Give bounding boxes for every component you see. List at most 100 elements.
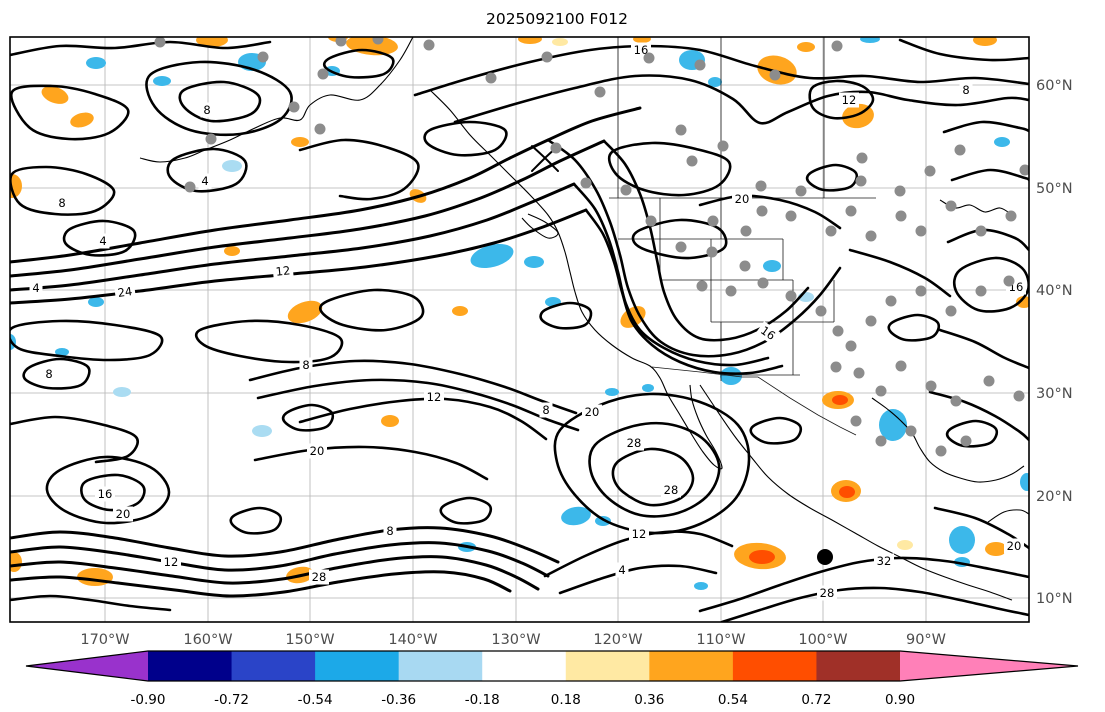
- anomaly-patch: [897, 540, 913, 550]
- contour-label: 12: [629, 526, 649, 542]
- station-markers: [154, 37, 1029, 565]
- contour-label-text: 12: [275, 263, 291, 278]
- station-dot: [795, 185, 807, 197]
- colorbar-tick-label: 0.18: [551, 692, 581, 708]
- contour-label: 12: [424, 389, 444, 405]
- station-dot: [184, 181, 196, 193]
- contour-line: [611, 447, 695, 507]
- contour-label-bg: [661, 482, 681, 498]
- contour-label-text: 24: [117, 284, 133, 300]
- station-dot: [317, 68, 329, 80]
- station-dot: [905, 425, 917, 437]
- contour-label-bg: [629, 526, 649, 542]
- anomaly-patch: [153, 76, 171, 86]
- anomaly-patch: [633, 37, 651, 43]
- contour-label: 12: [272, 262, 294, 280]
- anomaly-patch: [524, 256, 544, 268]
- contour-line: [10, 415, 139, 464]
- plot-frame: [9, 36, 1030, 623]
- contour-label-bg: [424, 389, 444, 405]
- station-dot: [645, 215, 657, 227]
- station-dot: [915, 285, 927, 297]
- contour-label-text: 20: [735, 192, 750, 206]
- station-dot: [706, 246, 718, 258]
- colorbar-tick-label: -0.72: [214, 692, 249, 708]
- contour-line: [10, 541, 550, 578]
- contour-label-bg: [198, 173, 212, 189]
- contour-line: [553, 392, 751, 535]
- anomaly-patch: [10, 552, 22, 572]
- anomaly-patch: [88, 297, 104, 307]
- contour-label-bg: [624, 435, 644, 451]
- axis-tick-labels: 170°W 160°W 150°W 140°W 130°W 120°W 110°W 100°W…: [80, 78, 1072, 648]
- colorbar-segment: [315, 651, 400, 681]
- contour-label: 28: [817, 585, 837, 601]
- contour-label: 12: [839, 92, 859, 108]
- contour-line: [298, 397, 548, 441]
- lon-tick-label: 160°W: [183, 632, 232, 648]
- colorbar-tick-label: -0.36: [381, 692, 416, 708]
- contour-line: [946, 228, 1029, 252]
- station-dot: [950, 395, 962, 407]
- contour-line: [10, 182, 576, 292]
- station-dot: [924, 165, 936, 177]
- contour-label-bg: [55, 195, 69, 211]
- contour-line: [945, 419, 999, 448]
- station-dot: [755, 180, 767, 192]
- contour-label-text: 4: [618, 563, 625, 577]
- anomaly-patch: [41, 86, 69, 104]
- lat-tick-label: 30°N: [1036, 386, 1073, 402]
- contour-label: 24: [114, 283, 136, 301]
- colorbar-over-arrow: [900, 651, 1078, 681]
- station-dot: [895, 210, 907, 222]
- contour-line: [698, 556, 1029, 613]
- contour-label-bg: [272, 262, 294, 280]
- contour-label-text: 16: [758, 323, 778, 343]
- anomaly-shading: [10, 37, 1029, 590]
- lon-tick-label: 120°W: [593, 632, 642, 648]
- lat-tick-label: 50°N: [1036, 181, 1073, 197]
- contour-label: 4: [198, 173, 212, 189]
- contour-line: [588, 421, 721, 518]
- contour-label-text: 28: [664, 483, 679, 497]
- anomaly-patch: [985, 542, 1007, 556]
- station-dot: [335, 37, 347, 47]
- station-dot: [686, 155, 698, 167]
- station-dot: [983, 375, 995, 387]
- contour-label-text: 20: [310, 444, 325, 458]
- station-dot: [945, 200, 957, 212]
- anomaly-patch: [70, 112, 94, 128]
- contour-label: 12: [161, 554, 181, 570]
- contour-label-bg: [299, 357, 313, 373]
- contour-label-text: 8: [45, 367, 52, 381]
- contour-label-bg: [95, 486, 115, 502]
- lat-tick-label: 60°N: [1036, 78, 1073, 94]
- anomaly-patch: [470, 243, 514, 269]
- anomaly-patch: [839, 486, 855, 498]
- station-dot: [975, 225, 987, 237]
- contour-label: 8: [383, 523, 397, 539]
- contour-label-text: 28: [627, 436, 642, 450]
- contour-label: 28: [661, 482, 681, 498]
- anomaly-patch: [77, 568, 113, 586]
- contour-line: [22, 357, 91, 390]
- contour-label: 4: [29, 280, 43, 296]
- station-dot: [875, 385, 887, 397]
- contour-label-text: 12: [632, 527, 647, 541]
- station-dot: [739, 260, 751, 272]
- anomaly-patch: [252, 425, 272, 437]
- contour-label-text: 4: [99, 234, 106, 248]
- station-dot: [485, 72, 497, 84]
- contour-line: [805, 163, 859, 192]
- anomaly-patch: [86, 57, 106, 69]
- anomaly-patch: [224, 246, 240, 256]
- station-dot: [288, 101, 300, 113]
- contour-line: [572, 182, 770, 367]
- lon-tick-label: 170°W: [80, 632, 129, 648]
- anomaly-patch: [749, 550, 775, 564]
- colorbar-under-arrow: [26, 651, 148, 681]
- station-dot: [257, 51, 269, 63]
- contour-label: 8: [42, 366, 56, 382]
